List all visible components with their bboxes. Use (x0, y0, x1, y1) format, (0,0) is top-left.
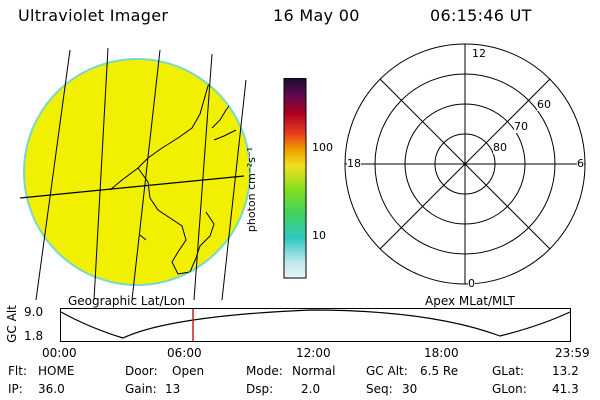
mlt-label-bottom: 0 (468, 277, 475, 290)
dsp-label: Dsp: (246, 382, 274, 396)
colorbar-unit-label: photon cm⁻²s⁻¹ (245, 146, 259, 233)
time-tick-0000: 00:00 (42, 346, 77, 360)
gain-label: Gain: (125, 382, 157, 396)
time-tick-1200: 12:00 (296, 346, 331, 360)
mlt-label-top: 12 (472, 47, 486, 60)
time-tick-2359: 23:59 (555, 346, 590, 360)
lat-label-60: 60 (537, 98, 551, 111)
orbit-axis-label: GC Alt (4, 305, 19, 343)
glon-label: GLon: (492, 382, 527, 396)
mode-value: Normal (292, 364, 336, 378)
gc-alt-label: GC Alt: (366, 364, 408, 378)
seq-label: Seq: (366, 382, 393, 396)
geo-panel-label: Geographic Lat/Lon (68, 294, 186, 308)
colorbar-tick-100: 100 (312, 141, 333, 154)
meridian-lines (35, 47, 247, 300)
equator-line (19, 175, 245, 199)
time-label: 06:15:46 UT (430, 6, 532, 25)
polar-plot (344, 43, 586, 285)
orbit-altitude-curve (60, 309, 571, 339)
ip-value: 36.0 (38, 382, 65, 396)
mlt-label-left: 18 (347, 157, 361, 170)
time-tick-0600: 06:00 (167, 346, 202, 360)
door-value: Open (172, 364, 205, 378)
date-label: 16 May 00 (273, 6, 360, 25)
glon-value: 41.3 (552, 382, 579, 396)
glat-value: 13.2 (552, 364, 579, 378)
glat-label: GLat: (492, 364, 525, 378)
polar-diagonals (379, 78, 551, 250)
earth-disk (23, 58, 251, 286)
orbit-y-max: 9.0 (24, 305, 44, 319)
gc-alt-value: 6.5 Re (420, 364, 459, 378)
colorbar-tick-10: 10 (312, 229, 326, 242)
flt-label: Flt: (8, 364, 27, 378)
dsp-value: 2.0 (301, 382, 321, 396)
colorbar (283, 78, 307, 279)
app-title: Ultraviolet Imager (18, 6, 169, 25)
earth-image (19, 47, 251, 300)
gain-value: 13 (165, 382, 181, 396)
lat-label-80: 80 (493, 141, 507, 154)
orbit-y-min: 1.8 (24, 329, 44, 343)
door-label: Door: (125, 364, 158, 378)
ip-label: IP: (8, 382, 23, 396)
flt-value: HOME (38, 364, 75, 378)
mode-label: Mode: (246, 364, 283, 378)
time-tick-1800: 18:00 (424, 346, 459, 360)
orbit-altitude-plot (60, 308, 571, 342)
mlt-label-right: 6 (577, 157, 584, 170)
lat-label-70: 70 (514, 120, 528, 133)
seq-value: 30 (402, 382, 418, 396)
apex-panel-label: Apex MLat/MLT (425, 294, 515, 308)
